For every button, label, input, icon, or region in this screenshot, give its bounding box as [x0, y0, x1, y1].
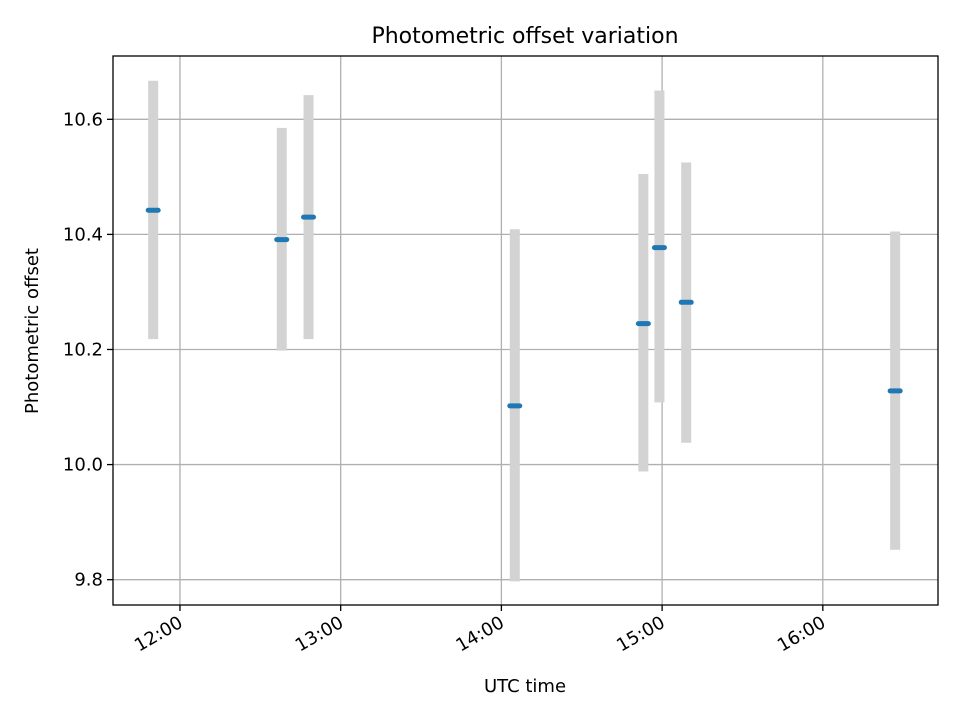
y-tick-label: 9.8: [74, 570, 103, 591]
y-tick-label: 10.2: [63, 339, 103, 360]
grid: [113, 56, 938, 605]
y-tick-label: 10.4: [63, 224, 103, 245]
x-axis-label: UTC time: [484, 676, 566, 697]
y-tick-label: 10.6: [63, 109, 103, 130]
chart-title: Photometric offset variation: [371, 24, 678, 49]
data-points: [145, 207, 903, 409]
y-axis-label: Photometric offset: [22, 248, 43, 414]
y-axis-ticks: 9.8 10.0 10.2 10.4 10.6: [63, 109, 113, 591]
plot-area-frame: [112, 55, 939, 606]
y-tick-label: 10.0: [63, 455, 103, 476]
